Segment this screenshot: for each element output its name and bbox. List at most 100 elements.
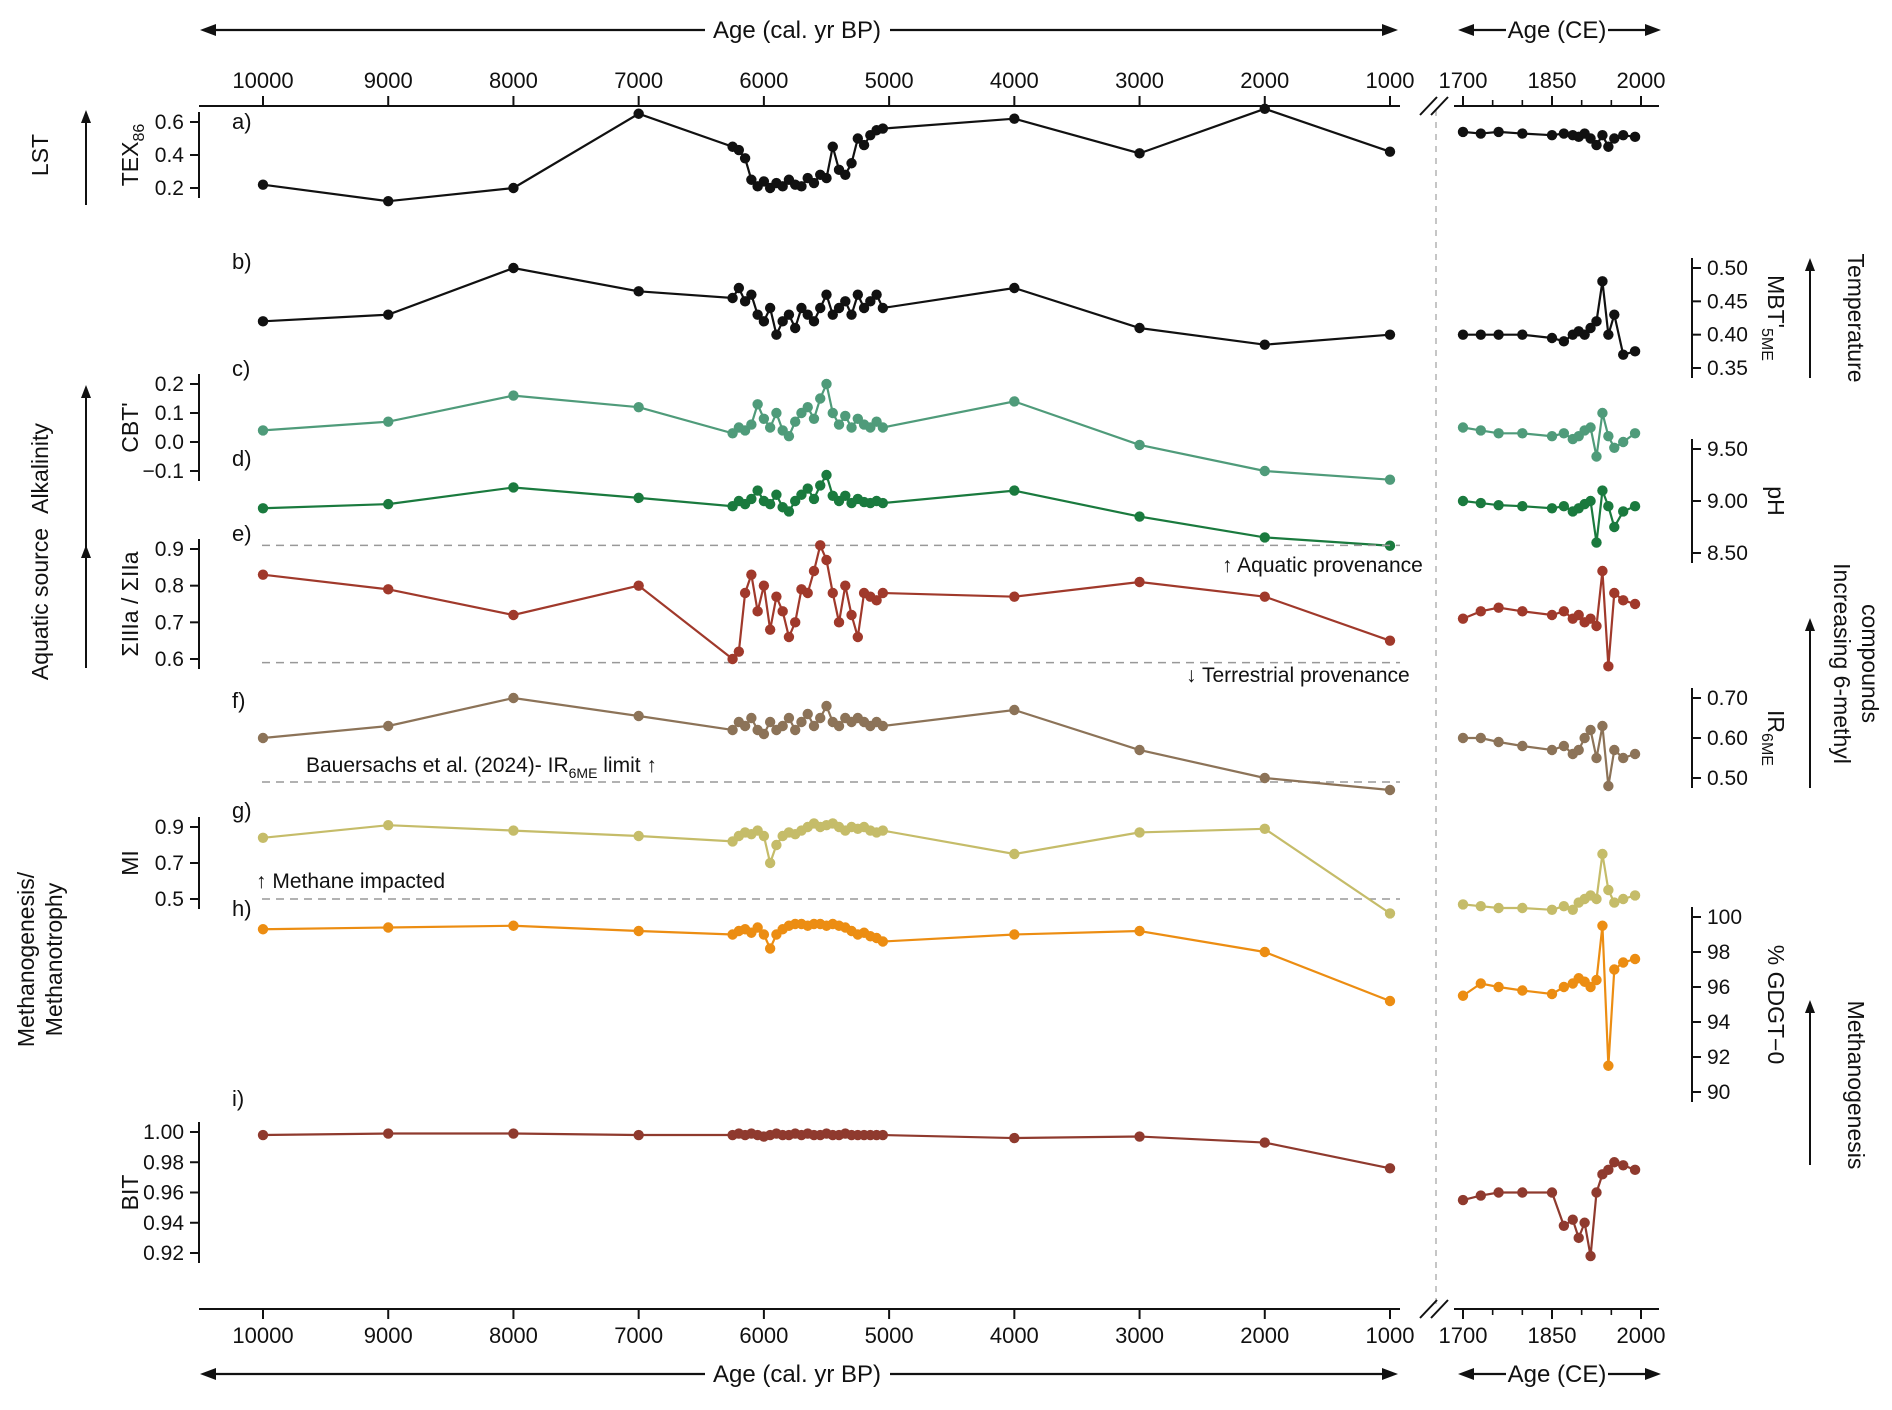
series-f-bp-point [739,720,751,732]
bp-tick-label: 4000 [990,68,1039,93]
series-h-ce-point [1603,1060,1614,1071]
series-g-bp-point [633,830,644,842]
axis-break-mark [1419,96,1438,116]
series-d-ce-point [1475,497,1487,509]
series-d-bp-point [1009,485,1020,496]
series-e-bp-point [871,595,882,606]
series-g-ce-point [1591,893,1602,905]
series-e-bp-point [815,540,826,551]
series-e-ce-point [1573,609,1584,621]
y-tick-i: 0.96 [143,1182,184,1205]
series-e-ce-point [1546,609,1558,621]
series-e-ce-point [1609,587,1620,599]
series-h-bp-point [1259,946,1270,958]
y-tick-i: 0.98 [143,1151,184,1174]
series-g-ce-point [1475,901,1487,912]
series-d-ce-point [1618,506,1629,517]
series-b-bp-point [877,302,889,314]
series-i-ce-point [1558,1220,1570,1231]
series-h-bp-point [764,943,776,954]
bp-tick-label: 1000 [1366,1323,1415,1348]
series-d-ce-point [1493,499,1504,511]
y-tick-b: 0.40 [1707,324,1748,347]
series-a-ce-point [1629,131,1641,143]
series-e-ce-point [1597,565,1608,577]
bp-tick-label: 6000 [739,68,788,93]
group-label-temperature: Temperature [1843,253,1869,382]
y-tick-f: 0.60 [1707,727,1748,750]
series-b-bp-point [727,292,738,304]
series-i-ce-point [1618,1160,1629,1171]
panel-e [257,540,1641,672]
series-c-bp-point [1009,396,1020,407]
series-b-bp-point [257,316,269,327]
series-b-ce-point [1618,349,1629,360]
series-f-bp-point [877,720,889,732]
series-a-bp-point [257,179,269,190]
series-i-ce-point [1609,1157,1620,1168]
series-c-bp-point [508,390,519,401]
series-d-bp-point [840,490,851,501]
series-e-bp-point [771,591,782,602]
series-f-ce-point [1618,752,1629,764]
series-d-bp-point [746,493,757,505]
series-d-bp-point [802,483,813,494]
series-f-bp-point [764,716,776,728]
annotation-terrestrial-provenance: ↓ Terrestrial provenance [1186,664,1410,687]
series-e-bp-point [764,624,776,635]
series-f-bp-point [1384,784,1396,796]
series-c-ce-point [1618,436,1629,448]
series-b-ce-point [1585,322,1596,334]
series-g-bp-point [764,857,776,869]
series-c-bp-point [746,419,757,430]
series-b-ce-point [1629,346,1641,357]
series-d-bp-point [257,503,269,514]
series-e-bp-point [727,653,738,665]
series-d-ce-point [1517,501,1528,512]
series-b-bp-point [758,316,770,327]
axis-break-mark [1419,1299,1438,1319]
series-f-bp-point [821,700,832,712]
series-h-bp-point [877,936,889,947]
series-e-bp-point [633,580,644,591]
panel-h [257,918,1641,1071]
series-e-bp-point [846,609,857,621]
series-f-ce-point [1517,740,1528,752]
series-c-ce-point [1558,428,1570,439]
series-c-bp-point [815,393,826,404]
series-h-ce-point [1558,981,1570,993]
series-c-bp-point [1134,439,1145,451]
bp-tick-label: 8000 [489,68,538,93]
y-tick-i: 0.94 [143,1212,184,1235]
series-c-ce-point [1493,428,1504,439]
series-h-ce-point [1517,985,1528,996]
series-b-ce-point [1475,329,1487,340]
series-f-bp-point [815,712,826,724]
series-f-ce-point [1493,736,1504,748]
series-c-bp-point [633,402,644,413]
y-tick-f: 0.70 [1707,687,1748,710]
series-b-bp-point [871,289,882,300]
bp-tick-label: 5000 [865,1323,914,1348]
ce-axis-title-top: Age (CE) [1508,17,1607,44]
series-b-bp-point [796,302,807,314]
series-b-bp-point [1009,282,1020,294]
group-label-lst: LST [27,134,53,176]
axis-label-f: IR6ME [1758,710,1789,766]
series-c-bp-point [808,413,820,424]
series-f-bp-point [802,708,813,720]
bp-tick-label: 3000 [1115,68,1164,93]
series-g-bp-point [1384,908,1396,919]
series-f-bp-point [1259,772,1270,784]
group-label-increasing-6-methyl: Increasing 6-methyl [1829,563,1855,764]
series-d-bp-point [633,492,644,504]
y-tick-c: 0.1 [155,402,184,425]
series-h-ce-point [1597,920,1608,931]
annotation-methane-impacted: ↑ Methane impacted [256,870,445,893]
series-b-ce-point [1609,309,1620,320]
series-b-ce-line [1463,281,1636,357]
series-f-bp-point [746,712,757,724]
series-a-bp-point [383,196,394,207]
y-tick-b: 0.50 [1707,257,1748,280]
axis-label-c: CBT' [117,402,143,452]
